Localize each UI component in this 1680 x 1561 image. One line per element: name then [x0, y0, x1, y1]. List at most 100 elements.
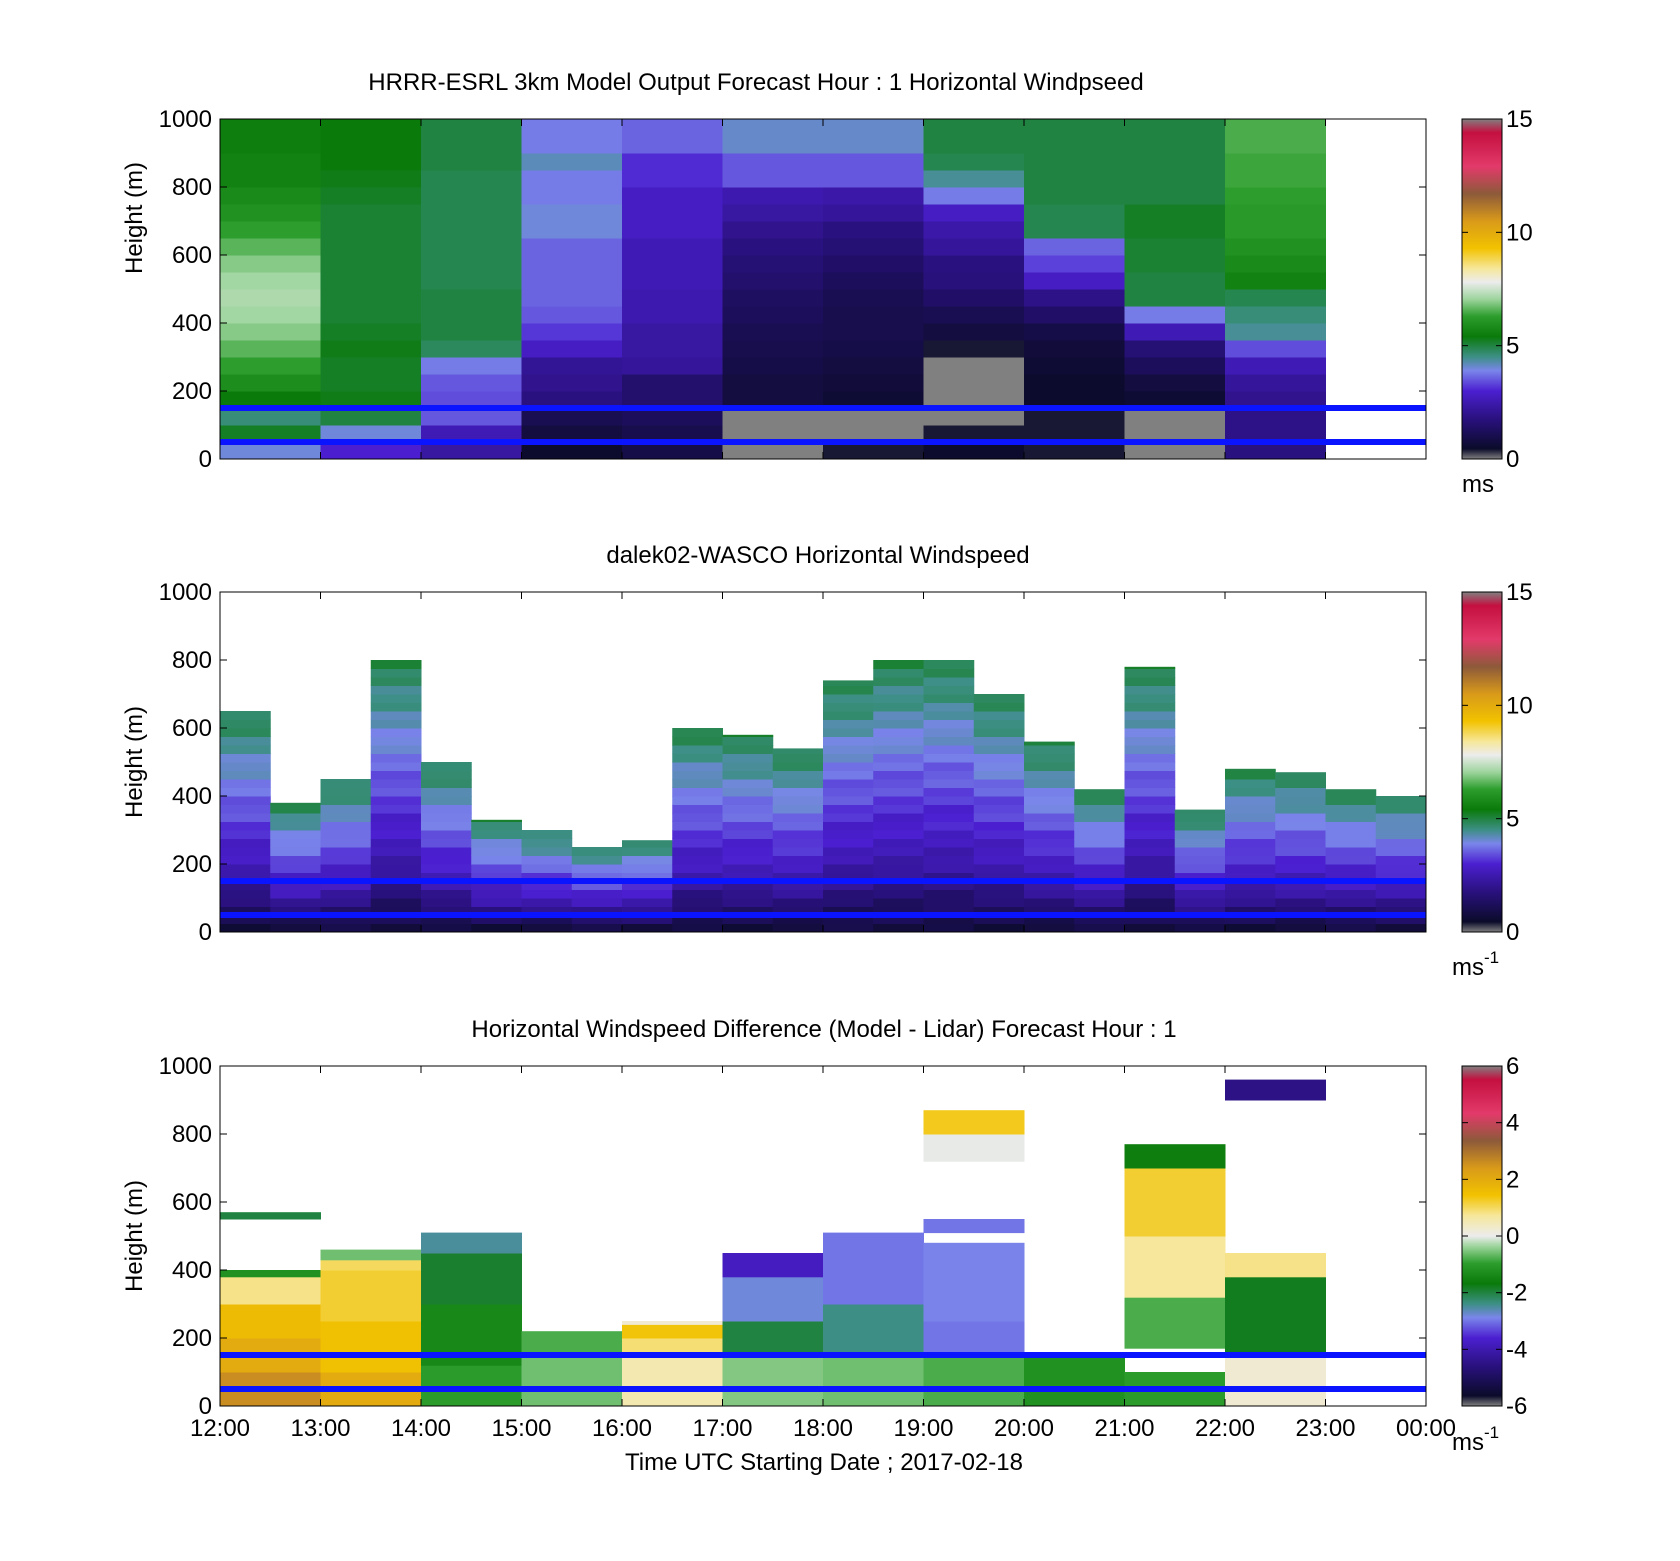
lidar-cell — [923, 847, 975, 856]
difference-cell — [320, 1321, 422, 1373]
lidar-cell — [421, 915, 472, 924]
model-cell — [421, 170, 522, 188]
model-cell — [421, 391, 522, 409]
model-cell — [1225, 204, 1326, 222]
colorbar-gradient — [1461, 118, 1503, 460]
lidar-cell — [370, 855, 422, 865]
model-cell — [1024, 187, 1125, 205]
lidar-cell — [672, 796, 723, 805]
lidar-cell — [923, 855, 975, 865]
lidar-cell — [370, 796, 422, 805]
lidar-cell — [772, 813, 824, 822]
lidar-cell — [471, 915, 522, 924]
model-cell — [320, 204, 422, 222]
lidar-cell — [421, 762, 472, 771]
lidar-cell — [923, 923, 975, 933]
lidar-cell — [1024, 804, 1075, 814]
panel-title: dalek02-WASCO Horizontal Windspeed — [606, 542, 1029, 569]
model-cell — [521, 238, 623, 256]
lidar-cell — [270, 821, 321, 831]
lidar-cell — [873, 787, 924, 797]
model-cell — [421, 425, 522, 443]
lidar-cell — [1124, 796, 1176, 805]
lidar-cell — [873, 711, 924, 720]
model-cell — [823, 289, 924, 307]
lidar-cell — [923, 889, 975, 899]
difference-cell — [220, 1212, 321, 1220]
model-cell — [622, 391, 723, 409]
model-cell — [220, 238, 321, 256]
lidar-cell — [1375, 855, 1427, 865]
lidar-cell — [421, 923, 472, 933]
lidar-cell — [220, 915, 271, 924]
model-cell — [1124, 255, 1226, 273]
model-cell — [823, 442, 924, 460]
model-cell — [1024, 425, 1125, 443]
model-cell — [622, 187, 723, 205]
colorbar-tick-label: 4 — [1506, 1110, 1519, 1137]
lidar-cell — [1325, 923, 1377, 933]
lidar-cell — [270, 864, 321, 873]
lidar-cell — [521, 838, 573, 848]
plot-area — [220, 660, 1427, 933]
lidar-cell — [1375, 804, 1427, 814]
lidar-cell — [220, 898, 271, 907]
model-cell — [320, 170, 422, 188]
lidar-cell — [571, 898, 623, 907]
lidar-cell — [973, 855, 1025, 865]
lidar-cell — [1174, 898, 1226, 907]
lidar-cell — [1124, 753, 1176, 763]
difference-cell — [722, 1276, 824, 1322]
model-cell — [722, 238, 824, 256]
model-cell — [1124, 323, 1226, 341]
lidar-cell — [220, 787, 271, 797]
lidar-cell — [1124, 719, 1176, 729]
lidar-cell — [471, 847, 522, 856]
model-cell — [823, 408, 924, 426]
model-cell — [320, 272, 422, 290]
model-cell — [320, 425, 422, 443]
lidar-cell — [1275, 889, 1326, 899]
lidar-cell — [1124, 821, 1176, 831]
lidar-cell — [421, 830, 472, 839]
lidar-cell — [1124, 804, 1176, 814]
lidar-cell — [923, 821, 975, 831]
model-cell — [823, 374, 924, 392]
model-cell — [622, 374, 723, 392]
colorbar-gradient — [1461, 1065, 1503, 1407]
x-axis-label: Time UTC Starting Date ; 2017-02-18 — [625, 1449, 1023, 1476]
colorbar-tick-label: 15 — [1506, 106, 1533, 133]
lidar-cell — [873, 881, 924, 890]
y-tick-label: 400 — [172, 1257, 212, 1284]
lidar-cell — [1074, 804, 1125, 814]
lidar-cell — [873, 898, 924, 907]
model-cell — [722, 136, 824, 154]
lidar-cell — [521, 889, 573, 899]
lidar-cell — [1275, 813, 1326, 822]
lidar-cell — [973, 923, 1025, 933]
lidar-cell — [823, 821, 874, 831]
lidar-cell — [1074, 872, 1125, 882]
y-tick-label: 600 — [172, 715, 212, 742]
lidar-cell — [1174, 864, 1226, 873]
model-cell — [1024, 442, 1125, 460]
model-cell — [1024, 289, 1125, 307]
lidar-cell — [873, 668, 924, 678]
lidar-cell — [1275, 787, 1326, 797]
lidar-cell — [1074, 847, 1125, 856]
lidar-cell — [370, 736, 422, 746]
lidar-cell — [722, 821, 774, 831]
lidar-cell — [320, 881, 372, 890]
model-cell — [220, 340, 321, 358]
lidar-cell — [1275, 872, 1326, 882]
lidar-cell — [923, 694, 975, 703]
difference-cell — [1225, 1253, 1326, 1278]
y-tick-label: 200 — [172, 378, 212, 405]
model-cell — [622, 136, 723, 154]
difference-cell — [823, 1355, 924, 1407]
lidar-cell — [370, 660, 422, 669]
lidar-cell — [672, 753, 723, 763]
lidar-cell — [220, 719, 271, 729]
model-cell — [1124, 340, 1226, 358]
colorbar-unit-exponent: -1 — [1484, 948, 1499, 967]
